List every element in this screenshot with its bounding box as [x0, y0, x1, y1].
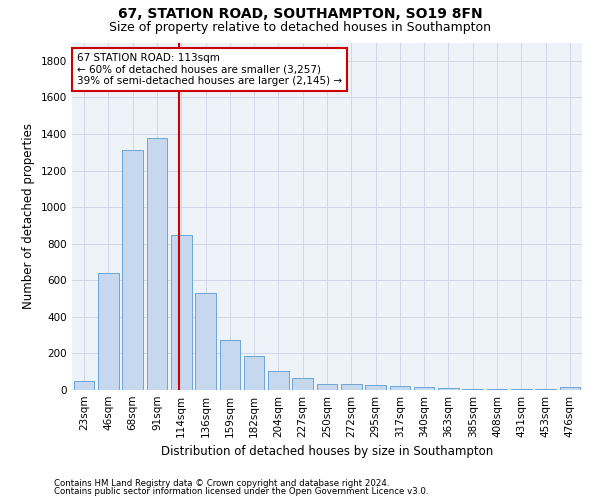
Bar [389, 386, 410, 390]
Bar [292, 378, 313, 390]
Bar [365, 384, 386, 390]
Bar [220, 340, 240, 390]
Bar [146, 138, 167, 390]
Bar [438, 388, 459, 390]
Bar [511, 389, 532, 390]
Bar [487, 389, 508, 390]
X-axis label: Distribution of detached houses by size in Southampton: Distribution of detached houses by size … [161, 446, 493, 458]
Bar [463, 389, 483, 390]
Bar [414, 388, 434, 390]
Text: Size of property relative to detached houses in Southampton: Size of property relative to detached ho… [109, 21, 491, 34]
Bar [535, 389, 556, 390]
Text: 67 STATION ROAD: 113sqm
← 60% of detached houses are smaller (3,257)
39% of semi: 67 STATION ROAD: 113sqm ← 60% of detache… [77, 53, 342, 86]
Text: 67, STATION ROAD, SOUTHAMPTON, SO19 8FN: 67, STATION ROAD, SOUTHAMPTON, SO19 8FN [118, 8, 482, 22]
Bar [171, 236, 191, 390]
Bar [98, 273, 119, 390]
Bar [74, 381, 94, 390]
Text: Contains HM Land Registry data © Crown copyright and database right 2024.: Contains HM Land Registry data © Crown c… [54, 478, 389, 488]
Bar [244, 356, 265, 390]
Bar [341, 384, 362, 390]
Y-axis label: Number of detached properties: Number of detached properties [22, 123, 35, 309]
Bar [268, 371, 289, 390]
Bar [560, 388, 580, 390]
Text: Contains public sector information licensed under the Open Government Licence v3: Contains public sector information licen… [54, 488, 428, 496]
Bar [122, 150, 143, 390]
Bar [195, 293, 216, 390]
Bar [317, 384, 337, 390]
